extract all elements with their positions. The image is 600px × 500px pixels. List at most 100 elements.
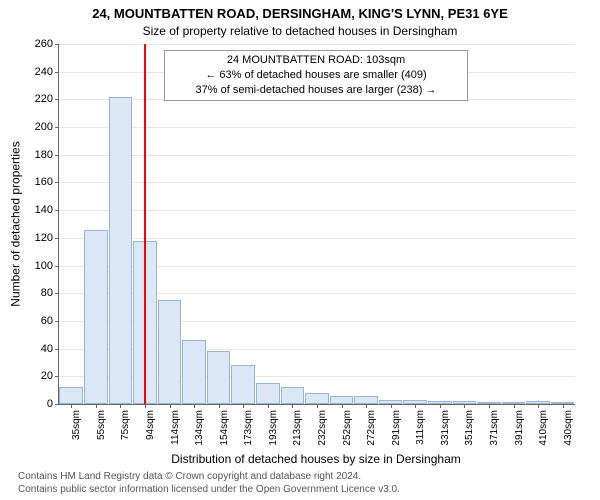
- y-tick-mark: [55, 99, 59, 100]
- y-axis-label: Number of detached properties: [8, 44, 24, 404]
- histogram-bar: [158, 300, 182, 404]
- y-tick-mark: [55, 127, 59, 128]
- histogram-bar: [207, 351, 231, 404]
- x-tick-label: 213sqm: [292, 410, 303, 446]
- y-tick-mark: [55, 293, 59, 294]
- gridline: [59, 210, 575, 211]
- x-tick-label: 291sqm: [391, 410, 402, 446]
- x-tick-mark: [120, 404, 121, 408]
- x-tick-label: 252sqm: [342, 410, 353, 446]
- x-tick-label: 134sqm: [194, 410, 205, 446]
- y-tick-label: 120: [35, 232, 53, 244]
- y-tick-label: 260: [35, 38, 53, 50]
- y-tick-label: 80: [41, 287, 53, 299]
- x-tick-label: 193sqm: [268, 410, 279, 446]
- x-tick-mark: [391, 404, 392, 408]
- x-tick-label: 114sqm: [170, 410, 181, 445]
- y-tick-label: 0: [47, 398, 53, 410]
- x-tick-mark: [489, 404, 490, 408]
- x-tick-label: 232sqm: [317, 410, 328, 446]
- credits-line-2: Contains public sector information licen…: [18, 484, 400, 497]
- histogram-bar: [305, 393, 329, 404]
- x-tick-mark: [440, 404, 441, 408]
- x-tick-mark: [514, 404, 515, 408]
- x-tick-mark: [243, 404, 244, 408]
- x-tick-mark: [71, 404, 72, 408]
- property-size-marker: [144, 44, 146, 404]
- x-tick-mark: [342, 404, 343, 408]
- x-tick-label: 430sqm: [563, 410, 574, 446]
- histogram-bar: [354, 396, 378, 404]
- x-tick-mark: [145, 404, 146, 408]
- y-tick-mark: [55, 72, 59, 73]
- x-tick-mark: [194, 404, 195, 408]
- x-tick-mark: [96, 404, 97, 408]
- annotation-box: 24 MOUNTBATTEN ROAD: 103sqm← 63% of deta…: [164, 50, 468, 101]
- y-tick-label: 200: [35, 121, 53, 133]
- chart-title-sub: Size of property relative to detached ho…: [0, 24, 600, 38]
- histogram-bar: [281, 387, 305, 404]
- gridline: [59, 127, 575, 128]
- x-tick-label: 311sqm: [415, 410, 426, 445]
- x-tick-label: 173sqm: [243, 410, 254, 446]
- x-tick-label: 351sqm: [464, 410, 475, 446]
- y-tick-label: 40: [41, 343, 53, 355]
- x-tick-label: 272sqm: [366, 410, 377, 446]
- credits: Contains HM Land Registry data © Crown c…: [18, 471, 400, 496]
- y-tick-label: 220: [35, 93, 53, 105]
- x-tick-mark: [415, 404, 416, 408]
- x-tick-mark: [219, 404, 220, 408]
- gridline: [59, 182, 575, 183]
- x-tick-label: 391sqm: [514, 410, 525, 446]
- histogram-bar: [330, 396, 354, 404]
- y-tick-label: 100: [35, 260, 53, 272]
- x-tick-label: 94sqm: [145, 410, 156, 440]
- gridline: [59, 238, 575, 239]
- histogram-bar: [84, 230, 108, 404]
- x-axis-label: Distribution of detached houses by size …: [58, 452, 574, 466]
- y-tick-label: 240: [35, 66, 53, 78]
- x-tick-mark: [292, 404, 293, 408]
- histogram-plot: 02040608010012014016018020022024026035sq…: [58, 44, 575, 405]
- annotation-line: 24 MOUNTBATTEN ROAD: 103sqm: [171, 53, 461, 68]
- x-tick-label: 371sqm: [489, 410, 500, 446]
- y-tick-mark: [55, 266, 59, 267]
- histogram-bar: [182, 340, 206, 404]
- y-tick-label: 180: [35, 149, 53, 161]
- y-tick-mark: [55, 44, 59, 45]
- x-tick-label: 55sqm: [96, 410, 107, 440]
- x-tick-label: 75sqm: [120, 410, 131, 440]
- chart-title-main: 24, MOUNTBATTEN ROAD, DERSINGHAM, KING'S…: [0, 6, 600, 21]
- x-tick-mark: [268, 404, 269, 408]
- x-tick-mark: [563, 404, 564, 408]
- y-tick-label: 60: [41, 315, 53, 327]
- y-tick-label: 140: [35, 204, 53, 216]
- x-tick-mark: [464, 404, 465, 408]
- credits-line-1: Contains HM Land Registry data © Crown c…: [18, 471, 400, 484]
- x-tick-mark: [366, 404, 367, 408]
- annotation-line: 37% of semi-detached houses are larger (…: [171, 83, 461, 98]
- x-tick-label: 331sqm: [440, 410, 451, 446]
- y-tick-mark: [55, 321, 59, 322]
- y-tick-mark: [55, 182, 59, 183]
- y-tick-label: 160: [35, 176, 53, 188]
- gridline: [59, 44, 575, 45]
- histogram-bar: [59, 387, 83, 404]
- y-tick-label: 20: [41, 370, 53, 382]
- gridline: [59, 155, 575, 156]
- y-tick-mark: [55, 404, 59, 405]
- x-tick-mark: [538, 404, 539, 408]
- x-tick-label: 35sqm: [71, 410, 82, 440]
- y-axis-label-text: Number of detached properties: [9, 141, 23, 306]
- x-tick-label: 410sqm: [538, 410, 549, 446]
- y-tick-mark: [55, 376, 59, 377]
- y-tick-mark: [55, 210, 59, 211]
- y-tick-mark: [55, 238, 59, 239]
- y-tick-mark: [55, 155, 59, 156]
- y-tick-mark: [55, 349, 59, 350]
- x-tick-mark: [317, 404, 318, 408]
- histogram-bar: [231, 365, 255, 404]
- annotation-line: ← 63% of detached houses are smaller (40…: [171, 68, 461, 83]
- x-tick-label: 154sqm: [219, 410, 230, 446]
- x-tick-mark: [170, 404, 171, 408]
